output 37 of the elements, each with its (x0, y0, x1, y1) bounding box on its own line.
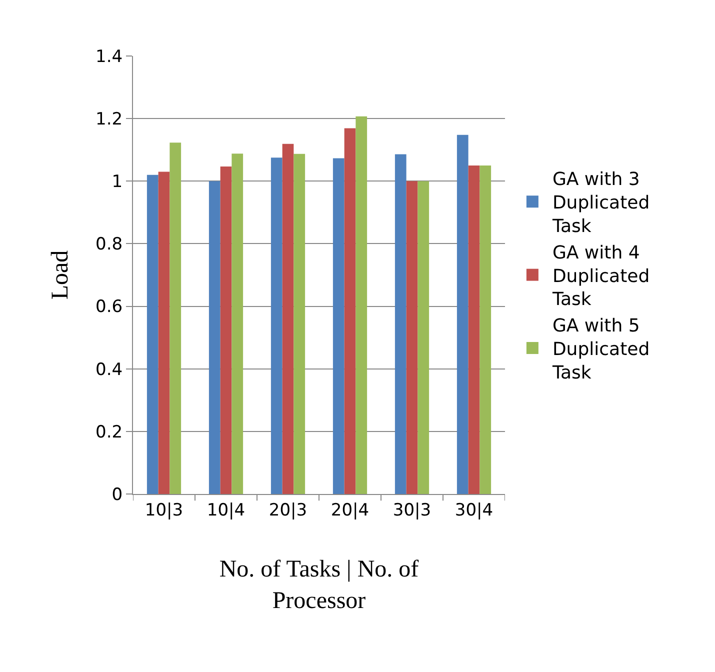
bar (344, 128, 356, 494)
x-tick-label: 20|4 (330, 500, 370, 520)
y-axis-title: Load (48, 250, 74, 300)
y-tick-label: 0 (112, 484, 123, 505)
bar (294, 154, 306, 494)
x-tick-label: 10|4 (206, 500, 246, 520)
y-tick-label: 0.8 (96, 234, 123, 255)
legend-label: GA with 5 Duplicated Task (551, 316, 650, 384)
bar (208, 181, 220, 494)
bar (456, 134, 468, 494)
bar (394, 154, 406, 494)
bar (406, 181, 418, 494)
x-axis-title: No. of Tasks | No. of Processor (219, 556, 419, 614)
x-tick-label: 10|3 (144, 500, 184, 520)
x-tick-label: 20|3 (268, 500, 308, 520)
bar (480, 166, 492, 494)
bar (146, 174, 158, 494)
y-tick-label: 0.6 (96, 297, 123, 318)
bar (270, 158, 282, 494)
y-tick-label: 0.2 (96, 422, 123, 442)
legend-label: GA with 4 Duplicated Task (551, 242, 650, 310)
y-tick-label: 1 (112, 172, 123, 192)
y-tick-label: 1.4 (96, 46, 123, 67)
x-tick-label: 30|4 (454, 500, 494, 520)
bar (356, 116, 368, 494)
bar (332, 158, 344, 494)
y-tick-label: 1.2 (96, 110, 123, 130)
y-tick-label: 0.4 (96, 360, 123, 380)
bar (468, 166, 480, 494)
bar (418, 181, 430, 494)
bar (232, 154, 244, 494)
bar (282, 144, 294, 494)
legend-label: GA with 3 Duplicated Task (551, 169, 650, 238)
bar (220, 166, 232, 494)
x-tick-label: 30|3 (392, 500, 432, 520)
bar (158, 172, 170, 494)
bar (170, 142, 182, 494)
